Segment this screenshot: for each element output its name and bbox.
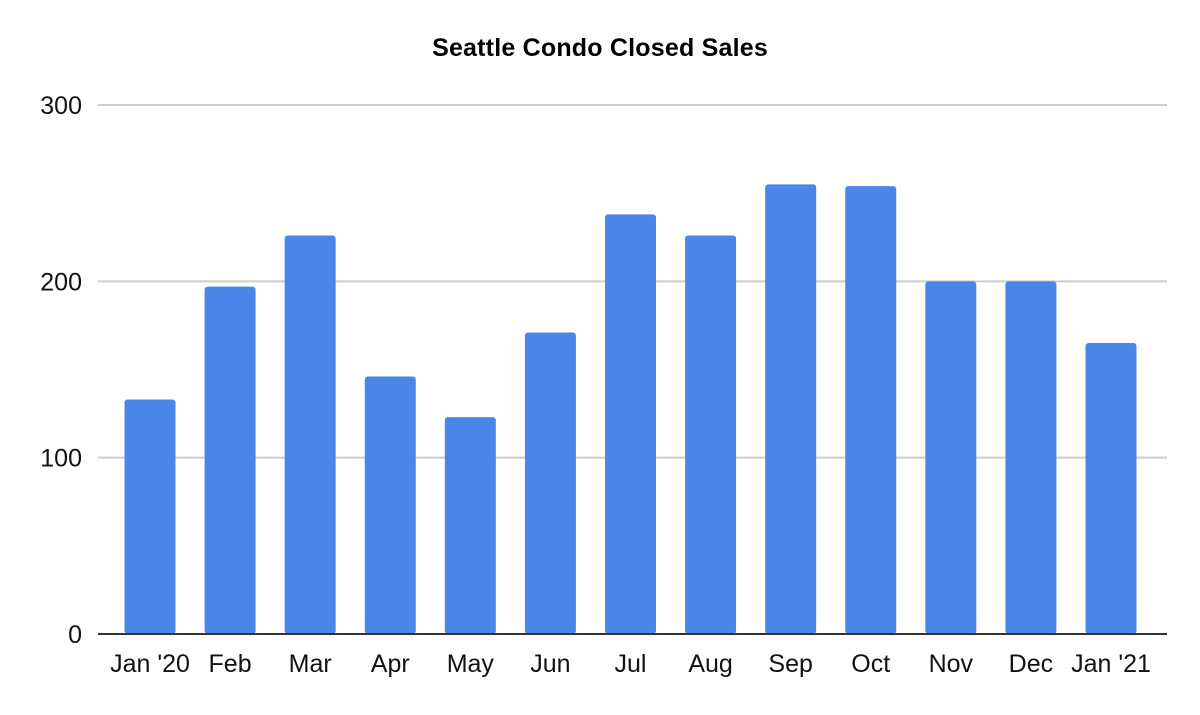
bar: [444, 417, 496, 634]
x-tick-label: Dec: [1009, 650, 1053, 678]
x-tick-label: May: [447, 650, 495, 678]
bar: [364, 376, 416, 634]
y-tick-label: 0: [68, 621, 82, 649]
y-tick-label: 200: [40, 268, 82, 296]
bar: [925, 281, 977, 634]
x-tick-label: Mar: [289, 650, 332, 678]
chart-title: Seattle Condo Closed Sales: [432, 34, 768, 62]
x-tick-label: Feb: [209, 650, 252, 678]
x-tick-label: Nov: [929, 650, 974, 678]
y-tick-label: 300: [40, 92, 82, 120]
bar: [765, 184, 817, 634]
x-tick-label: Oct: [851, 650, 890, 678]
x-tick-label: Jun: [530, 650, 570, 678]
bar: [685, 235, 737, 634]
x-tick-label: Jan '21: [1071, 650, 1151, 678]
x-tick-label: Apr: [371, 650, 410, 678]
bar: [524, 332, 576, 634]
bar: [124, 399, 176, 634]
bar: [845, 186, 897, 634]
y-axis-ticks: 0 100 200 300: [40, 92, 82, 649]
bar: [204, 286, 256, 634]
bar: [1085, 343, 1137, 634]
x-tick-label: Jul: [615, 650, 647, 678]
bar: [284, 235, 336, 634]
bars: [124, 184, 1137, 634]
bar: [1005, 281, 1057, 634]
x-tick-label: Jan '20: [110, 650, 190, 678]
x-tick-label: Aug: [688, 650, 732, 678]
y-tick-label: 100: [40, 445, 82, 473]
bar: [605, 214, 656, 634]
x-axis-ticks: Jan '20 Feb Mar Apr May Jun Jul Aug Sep Oct Nov Dec…: [110, 650, 1151, 678]
x-tick-label: Sep: [768, 650, 812, 678]
